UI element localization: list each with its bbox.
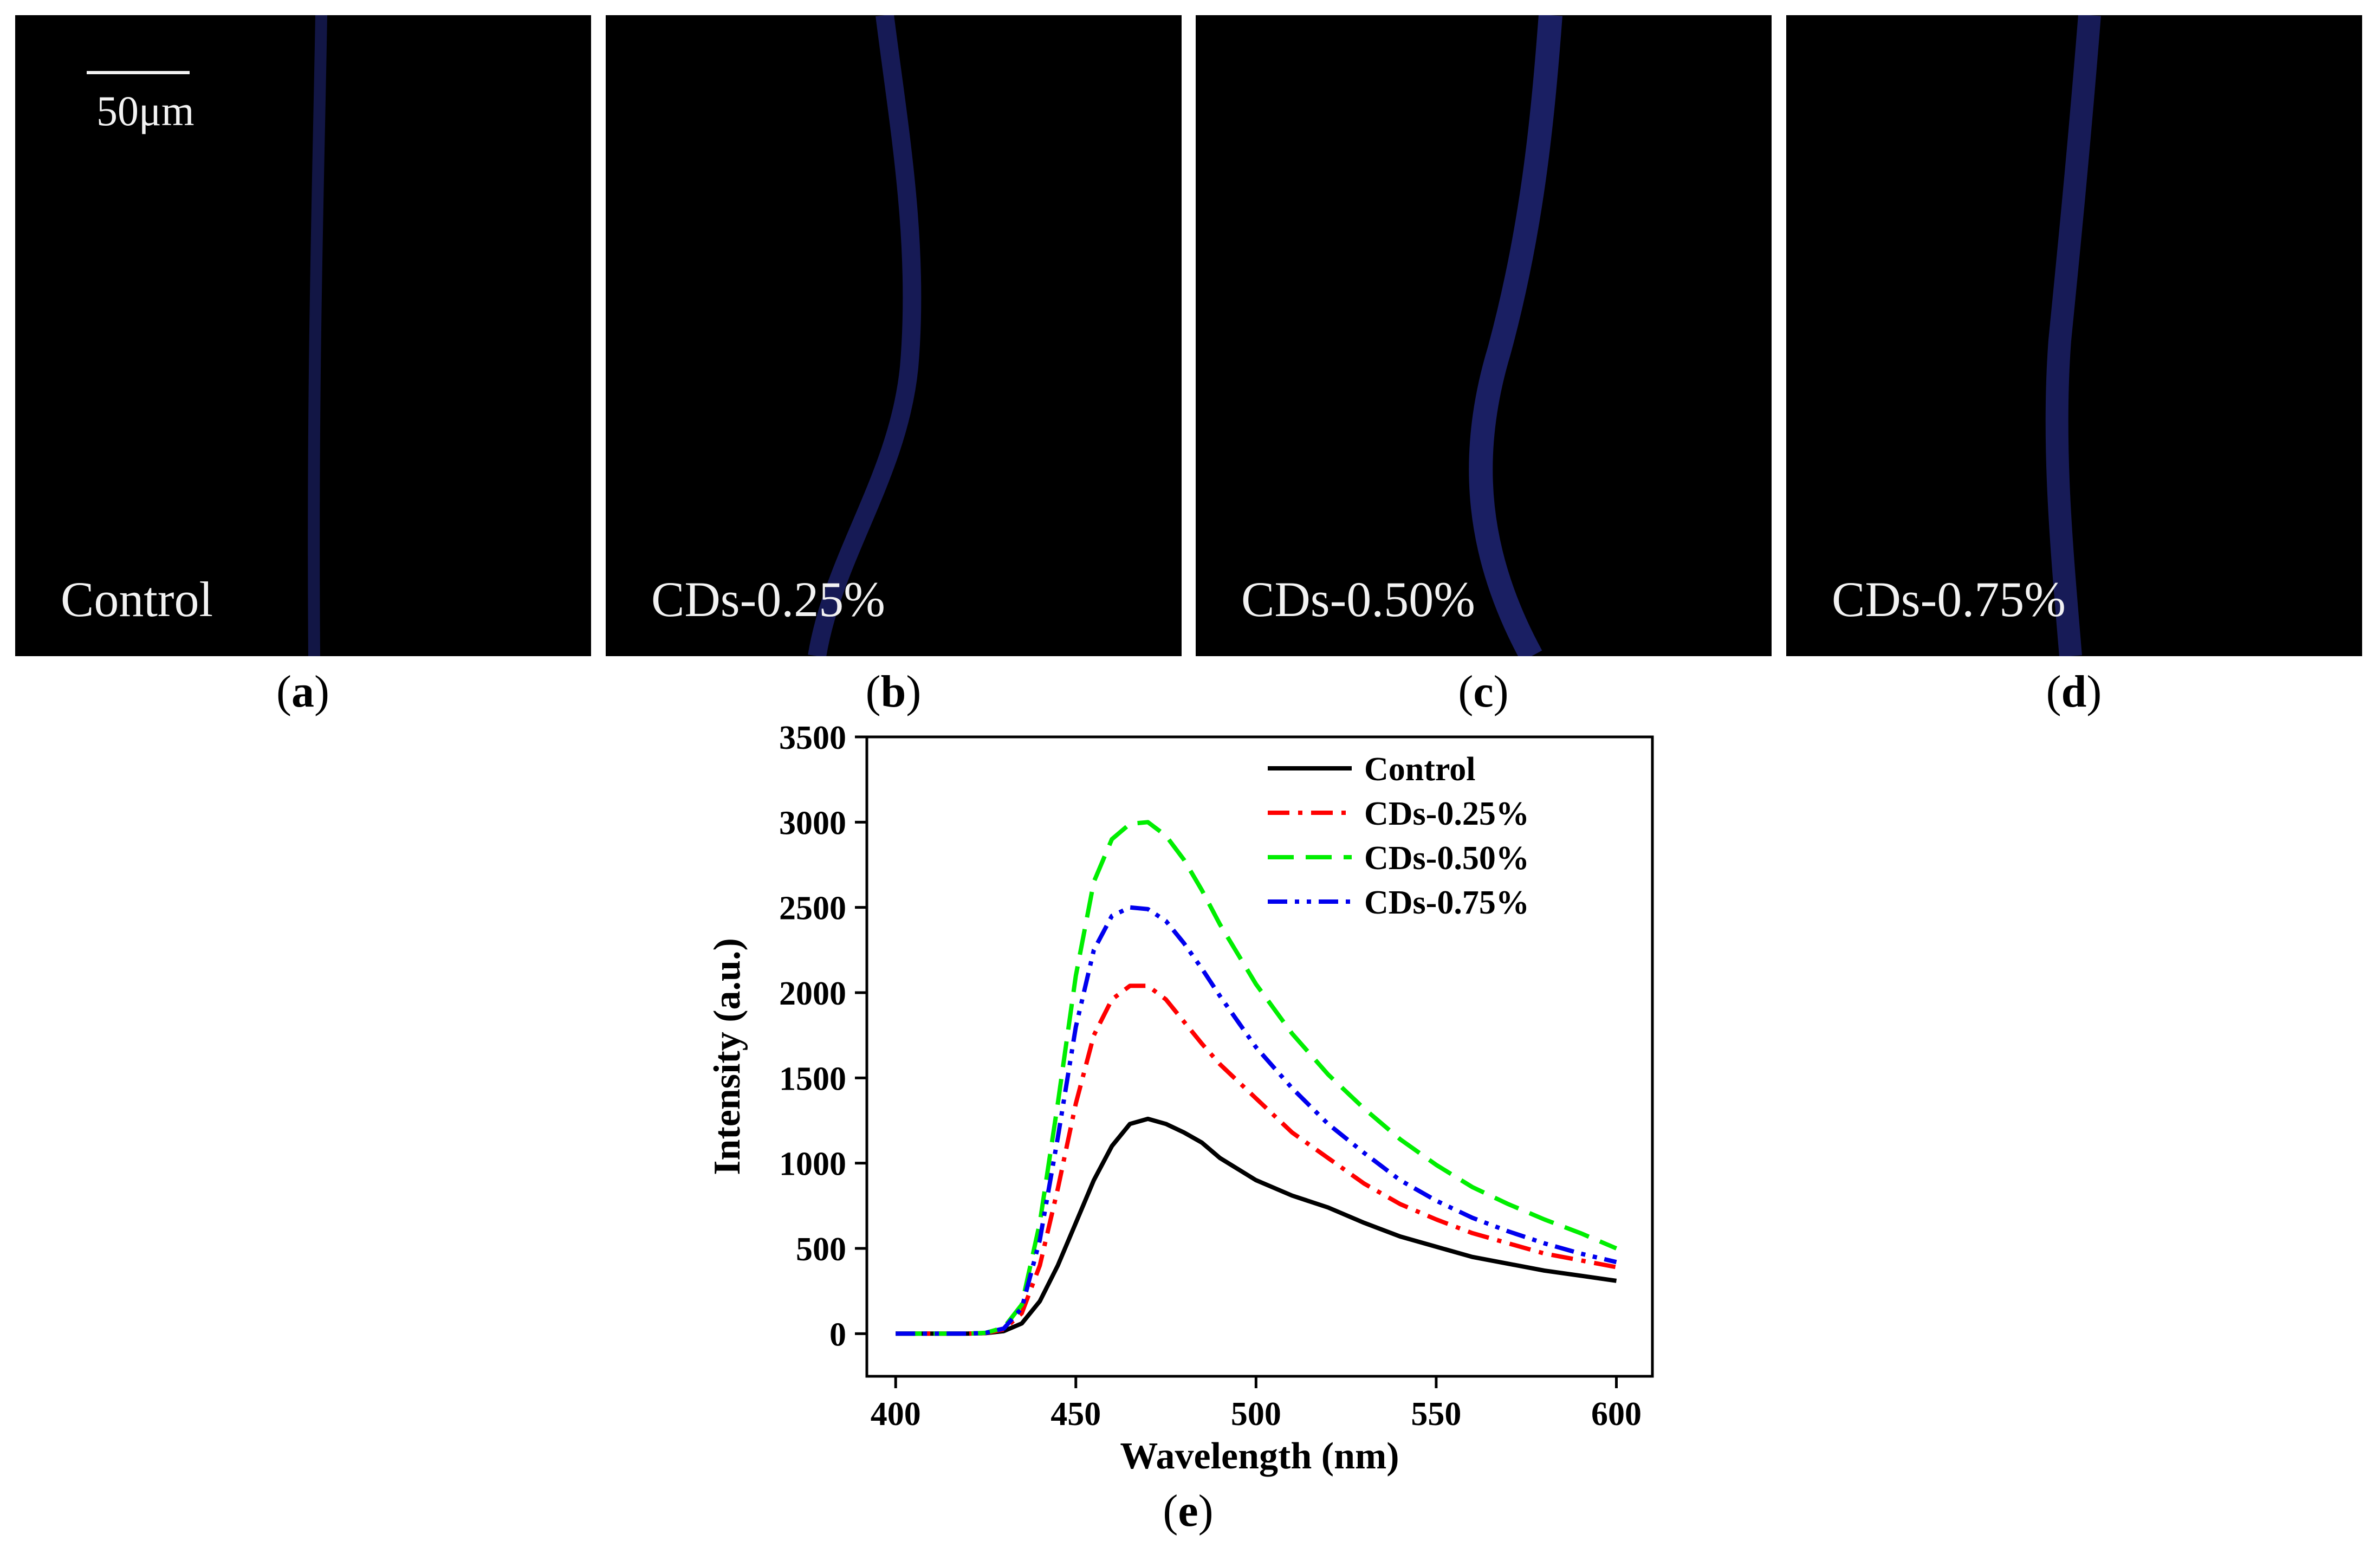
- plot-frame: [865, 735, 1654, 1378]
- caption-c: (c): [1458, 666, 1509, 717]
- series-line-control: [896, 1116, 1617, 1336]
- fiber-image: [808, 15, 922, 656]
- y-axis-label: Intensity (a.u.): [706, 938, 748, 1175]
- x-tick-label: 400: [871, 1396, 921, 1433]
- y-tick-label: 3500: [779, 721, 846, 756]
- scale-bar: [87, 71, 190, 74]
- caption-a: (a): [276, 666, 329, 717]
- series-line-cds-0-25-: [896, 983, 1617, 1336]
- legend-entry: CDs-0.50%: [1364, 840, 1529, 877]
- y-tick-label: 2000: [779, 975, 846, 1012]
- fiber-image: [308, 15, 327, 656]
- x-tick-label: 600: [1591, 1396, 1642, 1433]
- x-tick-label: 550: [1411, 1396, 1461, 1433]
- y-tick-label: 2500: [779, 890, 846, 927]
- caption-e: (e): [1163, 1486, 1214, 1536]
- micrograph-panel-cds-075: CDs-0.75%: [1786, 15, 2362, 656]
- legend-entry: Control: [1364, 751, 1476, 788]
- legend-entry: CDs-0.25%: [1364, 795, 1529, 832]
- y-tick-label: 3000: [779, 805, 846, 841]
- panel-label: CDs-0.75%: [1832, 572, 2066, 627]
- emission-spectrum-chart: 400 450 500 550 600 0 500 1000 1500 2000 2500 3000 3…: [706, 721, 1654, 1477]
- x-axis-label: Wavelength (nm): [1120, 1435, 1399, 1477]
- y-tick-label: 500: [796, 1231, 846, 1268]
- scale-bar-label: 50μm: [96, 87, 194, 134]
- panel-label: Control: [61, 572, 213, 627]
- micrograph-panel-cds-050: CDs-0.50%: [1196, 15, 1772, 656]
- fiber-image: [1469, 15, 1562, 656]
- series-line-cds-0-50-: [896, 820, 1618, 1336]
- x-tick-label: 500: [1231, 1396, 1281, 1433]
- y-tick-label: 1000: [779, 1146, 846, 1183]
- panel-label: CDs-0.25%: [651, 572, 885, 627]
- x-tick-label: 450: [1050, 1396, 1101, 1433]
- legend-entry: CDs-0.75%: [1364, 884, 1529, 921]
- panel-label: CDs-0.50%: [1241, 572, 1475, 627]
- caption-b: (b): [865, 666, 922, 717]
- plot-layer: 400 450 500 550 600 0 500 1000 1500 2000 2500 3000 3…: [706, 721, 1654, 1477]
- micrograph-panel-cds-025: CDs-0.25%: [606, 15, 1182, 656]
- series-line-cds-0-75-: [896, 905, 1617, 1336]
- y-tick-label: 0: [829, 1316, 846, 1353]
- y-tick-label: 1500: [779, 1060, 846, 1097]
- micrograph-panel-control: 50μm Control: [15, 15, 591, 656]
- caption-d: (d): [2046, 666, 2102, 717]
- fiber-image: [2045, 15, 2101, 656]
